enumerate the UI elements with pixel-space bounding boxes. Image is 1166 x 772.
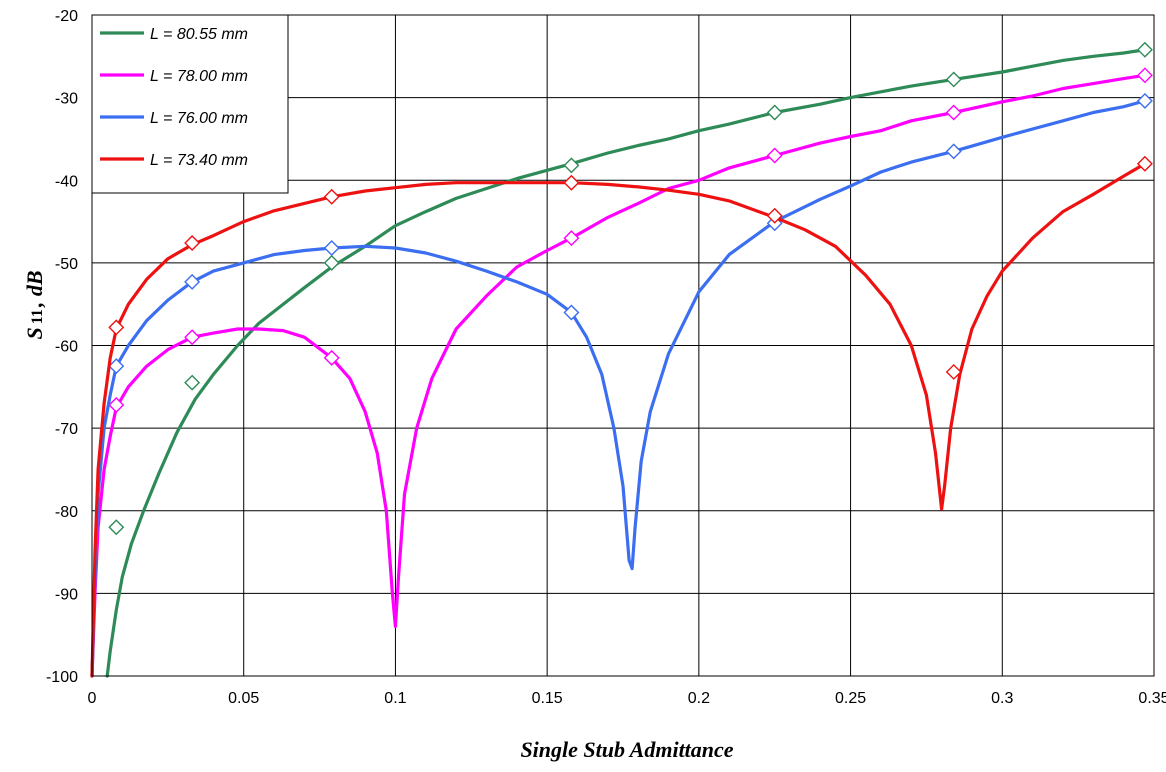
x-tick-label: 0: [88, 690, 97, 707]
series-marker: [108, 319, 125, 336]
x-tick-label: 0.35: [1138, 690, 1166, 707]
series-marker: [563, 230, 580, 247]
series-marker: [766, 147, 783, 164]
series-group: [90, 155, 1153, 678]
legend-label: L = 76.00 mm: [150, 110, 248, 127]
x-tick-label: 0.2: [688, 690, 710, 707]
series-marker: [323, 349, 340, 366]
series-marker: [563, 304, 580, 321]
y-tick-label: -20: [55, 8, 78, 25]
series-marker: [323, 254, 340, 271]
series-marker: [1136, 41, 1153, 58]
series-marker: [184, 273, 201, 290]
series-marker: [945, 104, 962, 121]
series-marker: [1136, 67, 1153, 84]
x-tick-labels: 0 0.05 0.1 0.15 0.2 0.25 0.3 0.35: [88, 690, 1166, 707]
series-marker: [1136, 92, 1153, 109]
legend-label: L = 78.00 mm: [150, 68, 248, 85]
series-marker: [563, 157, 580, 174]
y-axis-title-rest: , dB: [22, 270, 47, 308]
x-tick-label: 0.25: [835, 690, 866, 707]
series-marker: [184, 374, 201, 391]
series-line: [90, 162, 1147, 678]
x-tick-label: 0.05: [228, 690, 259, 707]
series-marker: [563, 174, 580, 191]
legend-box: [91, 14, 289, 194]
y-tick-label: -90: [55, 586, 78, 603]
y-axis-title: S 11, dB: [22, 270, 47, 339]
y-axis-title-sub: 11: [29, 309, 46, 324]
series-marker: [766, 104, 783, 121]
plot-frame: [91, 14, 1155, 677]
legend-label: L = 73.40 mm: [150, 152, 248, 169]
x-tick-label: 0.1: [384, 690, 406, 707]
series-marker: [108, 519, 125, 536]
y-axis-title-main: S: [22, 327, 47, 339]
y-tick-label: -50: [55, 256, 78, 273]
series-marker: [1136, 155, 1153, 172]
series-marker: [323, 240, 340, 256]
y-tick-label: -30: [55, 91, 78, 108]
y-tick-labels: -20 -30 -40 -50 -60 -70 -80 -90 -100: [46, 8, 78, 686]
series-marker: [184, 329, 201, 346]
series-marker: [108, 358, 125, 375]
series-marker: [945, 71, 962, 88]
series-marker: [184, 235, 201, 252]
x-tick-label: 0.3: [991, 690, 1013, 707]
series-layer: [90, 41, 1153, 678]
y-tick-label: -40: [55, 173, 78, 190]
series-marker: [945, 143, 962, 160]
legend: L = 80.55 mm L = 78.00 mm L = 76.00 mm L = …: [91, 14, 289, 194]
y-tick-label: -70: [55, 421, 78, 438]
y-tick-label: -80: [55, 504, 78, 521]
series-line: [90, 73, 1147, 678]
series-marker: [945, 363, 962, 380]
x-tick-label: 0.15: [532, 690, 563, 707]
series-marker: [323, 188, 340, 205]
y-tick-label: -100: [46, 669, 78, 686]
y-tick-label: -60: [55, 339, 78, 356]
series-group: [90, 67, 1153, 678]
x-axis-title: Single Stub Admittance: [520, 737, 733, 762]
series-marker: [766, 207, 783, 224]
legend-label: L = 80.55 mm: [150, 26, 248, 43]
series-marker: [108, 397, 125, 413]
series-line: [90, 99, 1147, 678]
